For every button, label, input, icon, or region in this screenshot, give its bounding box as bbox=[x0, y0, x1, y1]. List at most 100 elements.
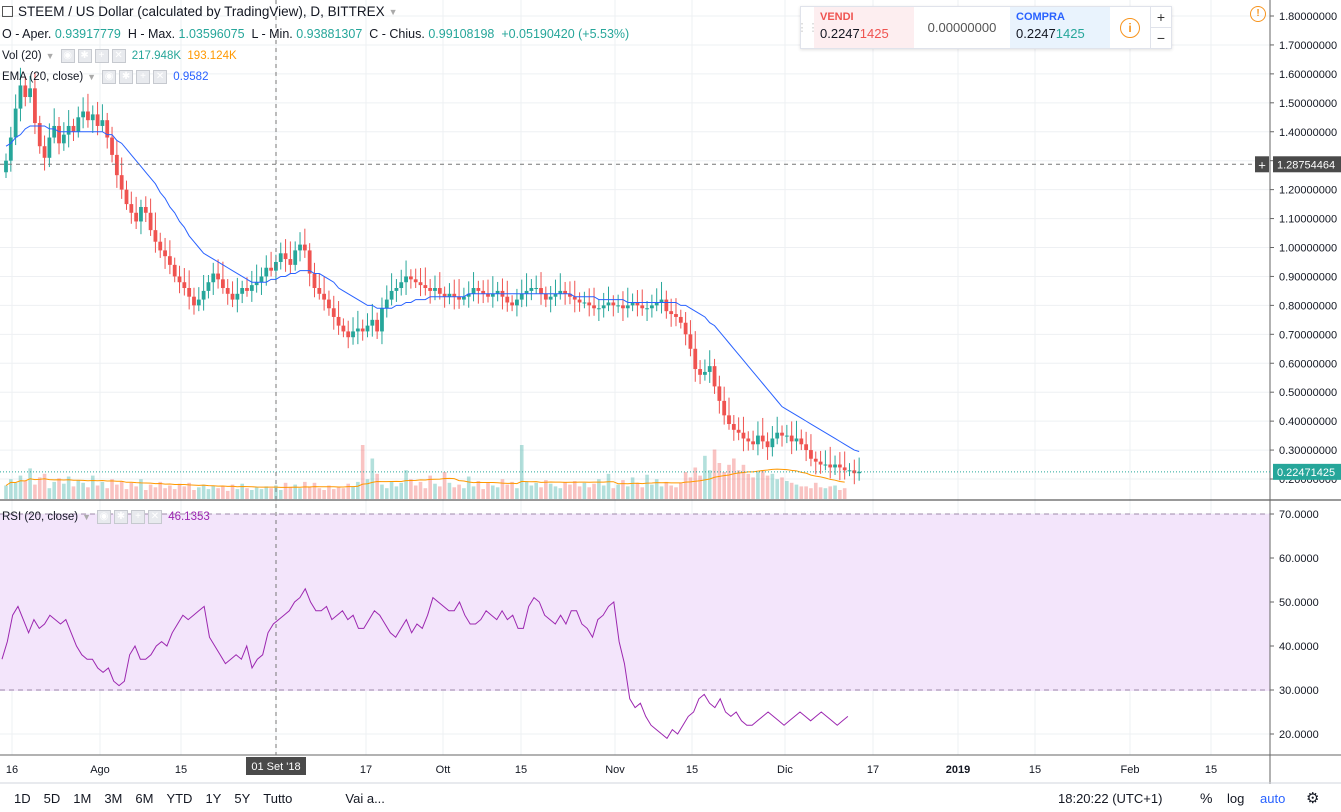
candle-body bbox=[799, 438, 804, 445]
volume-bar bbox=[298, 488, 302, 499]
candle-body bbox=[216, 273, 220, 280]
eye-icon[interactable]: ◉ bbox=[102, 70, 117, 84]
rsi-value: 46.1353 bbox=[168, 511, 210, 523]
percent-toggle[interactable]: % bbox=[1200, 790, 1213, 806]
candle bbox=[18, 67, 23, 122]
volume-bar bbox=[423, 488, 428, 499]
volume-bar bbox=[76, 480, 81, 499]
candle bbox=[490, 276, 495, 308]
collapse-icon[interactable] bbox=[2, 6, 13, 17]
volume-bar bbox=[587, 487, 592, 499]
candle-body bbox=[659, 299, 664, 303]
volume-bar bbox=[842, 488, 847, 499]
volume-bar bbox=[457, 484, 461, 499]
timeframe-ytd[interactable]: YTD bbox=[166, 790, 193, 806]
sell-button[interactable]: VENDI 0.22471425 bbox=[814, 7, 914, 48]
volume-bar bbox=[47, 488, 52, 499]
volume-bar bbox=[250, 490, 254, 499]
timeframe-3m[interactable]: 3M bbox=[104, 790, 123, 806]
buy-price-tail: 1425 bbox=[1055, 26, 1085, 41]
volume-bars bbox=[4, 445, 847, 499]
quantity-field[interactable]: 0.00000000 bbox=[914, 7, 1010, 48]
volume-bar bbox=[259, 489, 264, 499]
volume-bar bbox=[645, 474, 649, 499]
eye-icon[interactable]: ◉ bbox=[96, 510, 111, 524]
minus-button[interactable]: − bbox=[1156, 30, 1166, 46]
warning-icon[interactable]: ! bbox=[1250, 6, 1266, 22]
volume-bar bbox=[375, 473, 379, 499]
price-tick-label: 0.90000000 bbox=[1279, 271, 1337, 283]
volume-bar bbox=[447, 482, 452, 499]
settings-icon[interactable]: ✱ bbox=[119, 70, 134, 84]
candle bbox=[433, 275, 437, 301]
candle-body bbox=[543, 293, 548, 300]
chevron-down-icon[interactable]: ▼ bbox=[388, 6, 398, 17]
candle bbox=[370, 303, 375, 337]
candle-body bbox=[221, 279, 225, 289]
volume-bar bbox=[351, 486, 355, 499]
time-tick-label: 17 bbox=[867, 764, 879, 776]
timeframe-1d[interactable]: 1D bbox=[14, 790, 31, 806]
add-icon[interactable]: + bbox=[130, 510, 145, 524]
candle bbox=[818, 450, 823, 474]
eye-icon[interactable]: ◉ bbox=[60, 49, 75, 63]
candle-body bbox=[365, 325, 370, 332]
info-button[interactable]: i bbox=[1110, 7, 1150, 48]
timeframe-1y[interactable]: 1Y bbox=[205, 790, 222, 806]
candle-body bbox=[394, 288, 399, 291]
candle bbox=[4, 153, 8, 179]
candle-body bbox=[389, 290, 394, 300]
candle bbox=[558, 273, 563, 300]
candle-body bbox=[698, 369, 702, 375]
remove-icon[interactable]: ✕ bbox=[147, 510, 162, 524]
candle-body bbox=[611, 302, 616, 306]
candle bbox=[206, 274, 211, 299]
ema-legend[interactable]: EMA (20, close) ▼ ◉ ✱ + ✕ 0.9582 bbox=[2, 70, 208, 84]
drag-handle-icon[interactable]: ⋮⋮ bbox=[796, 22, 819, 34]
rsi-legend[interactable]: RSI (20, close) ▼ ◉ ✱ + ✕ 46.1353 bbox=[2, 510, 210, 524]
candle-body bbox=[592, 305, 596, 309]
clock[interactable]: 18:20:22 (UTC+1) bbox=[1058, 790, 1163, 806]
settings-icon[interactable]: ✱ bbox=[113, 510, 128, 524]
goto-button[interactable]: Vai a... bbox=[345, 790, 385, 806]
chevron-down-icon[interactable]: ▼ bbox=[82, 512, 91, 522]
gear-icon[interactable]: ⚙ bbox=[1306, 790, 1320, 807]
ema-label: EMA (20, close) bbox=[2, 71, 84, 83]
add-icon[interactable]: + bbox=[136, 70, 151, 84]
log-toggle[interactable]: log bbox=[1227, 790, 1245, 806]
remove-icon[interactable]: ✕ bbox=[153, 70, 168, 84]
volume-bar bbox=[110, 479, 114, 499]
chevron-down-icon[interactable]: ▼ bbox=[45, 51, 55, 61]
candle-body bbox=[351, 331, 355, 338]
candle-body bbox=[727, 415, 731, 425]
volume-bar bbox=[693, 467, 698, 499]
sell-price-main: 0.2247 bbox=[820, 26, 860, 41]
candle bbox=[322, 276, 327, 311]
timeframe-1m[interactable]: 1M bbox=[73, 790, 92, 806]
candle-body bbox=[129, 204, 134, 213]
settings-icon[interactable]: ✱ bbox=[77, 49, 92, 63]
symbol-legend[interactable]: STEEM / US Dollar (calculated by Trading… bbox=[2, 4, 404, 19]
timeframe-all[interactable]: Tutto bbox=[263, 790, 293, 806]
timeframe-5d[interactable]: 5D bbox=[43, 790, 61, 806]
remove-icon[interactable]: ✕ bbox=[111, 49, 126, 63]
timeframe-6m[interactable]: 6M bbox=[135, 790, 154, 806]
candle-body bbox=[61, 134, 66, 144]
volume-bar bbox=[510, 481, 514, 499]
candle-body bbox=[495, 290, 500, 294]
candle-body bbox=[47, 137, 52, 158]
volume-legend[interactable]: Vol (20) ▼ ◉ ✱ + ✕ 217.948K 193.124K bbox=[2, 49, 237, 63]
auto-toggle[interactable]: auto bbox=[1260, 790, 1286, 806]
volume-bar bbox=[804, 486, 808, 499]
chevron-down-icon[interactable]: ▼ bbox=[87, 72, 97, 82]
add-icon[interactable]: + bbox=[94, 49, 109, 63]
plus-button[interactable]: + bbox=[1151, 7, 1171, 28]
volume-bar bbox=[741, 464, 746, 499]
timeframe-5y[interactable]: 5Y bbox=[234, 790, 251, 806]
candle-body bbox=[105, 120, 110, 138]
buy-button[interactable]: COMPRA 0.22471425 bbox=[1010, 7, 1110, 48]
trade-panel: ⋮⋮ VENDI 0.22471425 0.00000000 COMPRA 0.… bbox=[796, 6, 1172, 49]
volume-bar bbox=[625, 486, 630, 499]
rsi-tick-label: 60.0000 bbox=[1279, 553, 1319, 565]
